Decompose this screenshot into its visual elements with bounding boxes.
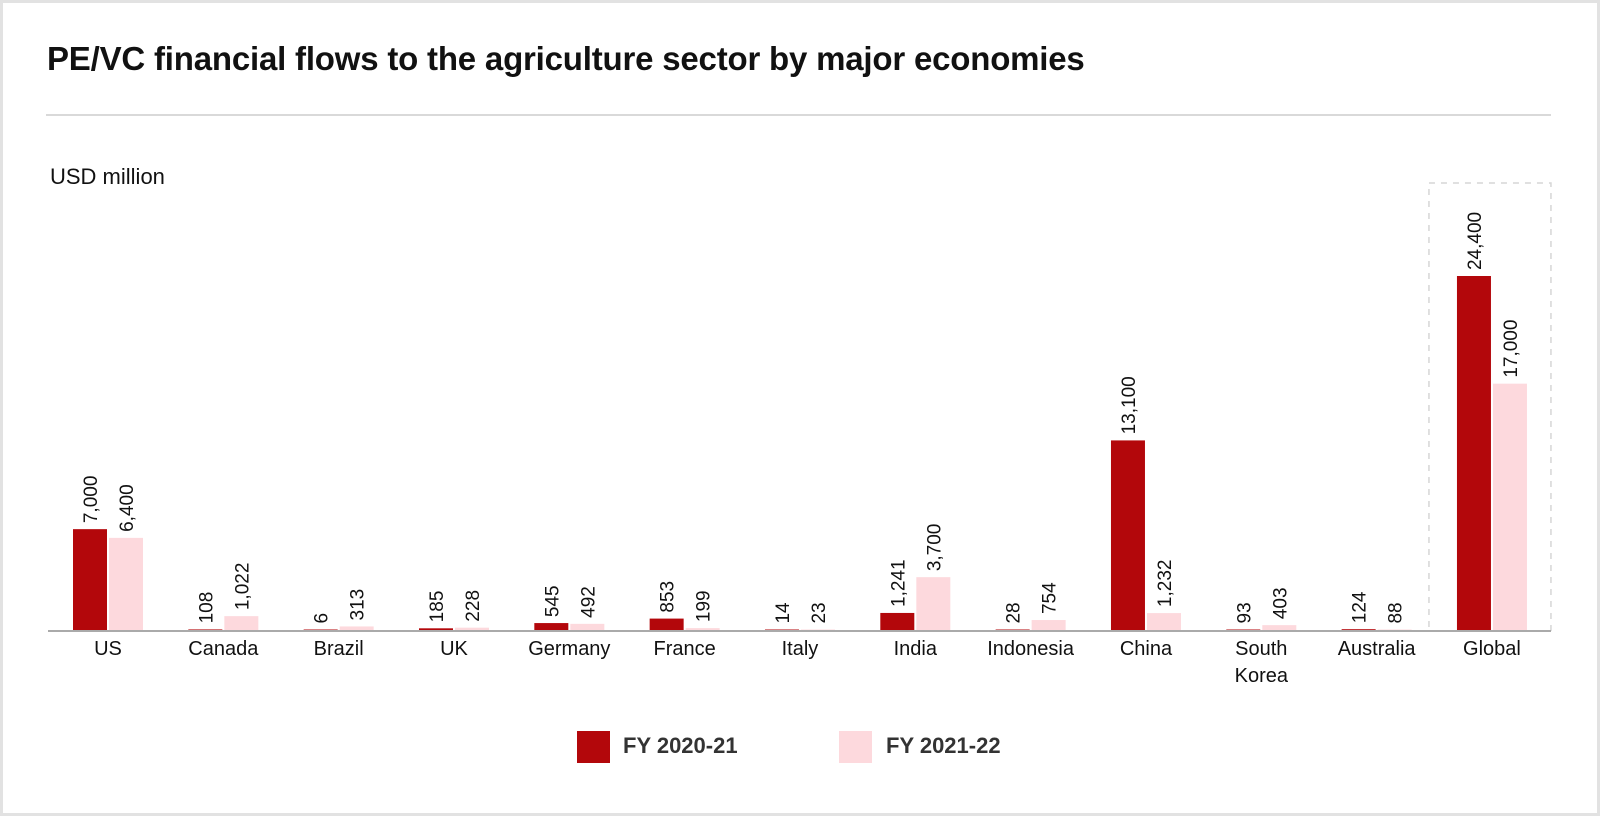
title-divider bbox=[46, 114, 1551, 116]
bar-fy2021-22 bbox=[916, 577, 951, 631]
data-label: 14 bbox=[773, 602, 794, 624]
category-label: Australia bbox=[1338, 638, 1417, 660]
data-label: 108 bbox=[196, 592, 217, 624]
data-label: 313 bbox=[348, 589, 369, 621]
category-label: Canada bbox=[188, 638, 259, 660]
bar-fy2021-22 bbox=[1031, 620, 1066, 631]
data-label: 13,100 bbox=[1119, 376, 1140, 434]
bar-fy2020-21 bbox=[880, 612, 915, 631]
data-label: 23 bbox=[809, 602, 830, 623]
legend-label-fy2021-22: FY 2021-22 bbox=[886, 733, 1001, 758]
data-label: 1,241 bbox=[888, 559, 909, 607]
category-label: UK bbox=[440, 638, 468, 660]
bar-fy2021-22 bbox=[1492, 383, 1527, 631]
data-label: 853 bbox=[658, 581, 679, 613]
category-label: Italy bbox=[782, 638, 819, 660]
bar-fy2020-21 bbox=[1456, 276, 1491, 631]
data-label: 754 bbox=[1040, 582, 1061, 614]
data-label: 185 bbox=[427, 591, 448, 623]
data-label: 199 bbox=[694, 590, 715, 622]
data-label: 228 bbox=[463, 590, 484, 622]
category-label: South bbox=[1235, 638, 1287, 660]
data-label: 6,400 bbox=[117, 484, 138, 532]
bar-fy2021-22 bbox=[109, 537, 143, 631]
category-label: Brazil bbox=[314, 638, 364, 660]
category-label: Germany bbox=[528, 638, 610, 660]
legend-swatch-fy2020-21 bbox=[577, 731, 610, 763]
bar-fy2021-22 bbox=[224, 616, 259, 631]
y-axis-unit-label: USD million bbox=[50, 164, 165, 189]
data-label: 17,000 bbox=[1501, 320, 1522, 378]
legend-label-fy2020-21: FY 2020-21 bbox=[623, 733, 738, 758]
bar-fy2020-21 bbox=[418, 628, 453, 631]
category-label: Korea bbox=[1235, 665, 1289, 687]
data-label: 1,022 bbox=[232, 563, 253, 611]
bar-fy2020-21 bbox=[534, 623, 569, 631]
bar-fy2021-22 bbox=[454, 627, 489, 631]
data-label: 545 bbox=[542, 585, 563, 617]
highlight-box bbox=[1428, 182, 1552, 632]
bar-fy2021-22 bbox=[1262, 625, 1297, 631]
data-label: 24,400 bbox=[1465, 212, 1486, 270]
data-label: 88 bbox=[1386, 602, 1407, 623]
data-label: 93 bbox=[1234, 602, 1255, 623]
data-label: 7,000 bbox=[81, 476, 102, 524]
category-label: India bbox=[894, 638, 938, 660]
bar-fy2021-22 bbox=[1146, 613, 1181, 631]
bar-fy2020-21 bbox=[1110, 440, 1145, 631]
bar-fy2020-21 bbox=[73, 529, 107, 631]
legend-swatch-fy2021-22 bbox=[839, 731, 872, 763]
data-label: 1,232 bbox=[1155, 560, 1176, 608]
data-label: 124 bbox=[1350, 591, 1371, 623]
data-label: 403 bbox=[1270, 587, 1291, 619]
category-label: China bbox=[1120, 638, 1173, 660]
data-label: 492 bbox=[578, 586, 599, 618]
bar-fy2021-22 bbox=[339, 626, 374, 631]
category-label: US bbox=[94, 638, 122, 660]
category-label: France bbox=[654, 638, 716, 660]
category-label: Global bbox=[1463, 638, 1521, 660]
data-label: 6 bbox=[312, 613, 333, 624]
category-label: Indonesia bbox=[987, 638, 1075, 660]
bar-fy2021-22 bbox=[685, 628, 720, 631]
chart-title: PE/VC financial flows to the agriculture… bbox=[47, 40, 1085, 77]
data-label: 3,700 bbox=[924, 524, 945, 572]
bar-fy2020-21 bbox=[649, 618, 684, 631]
data-label: 28 bbox=[1004, 602, 1025, 623]
bar-fy2021-22 bbox=[570, 623, 605, 631]
